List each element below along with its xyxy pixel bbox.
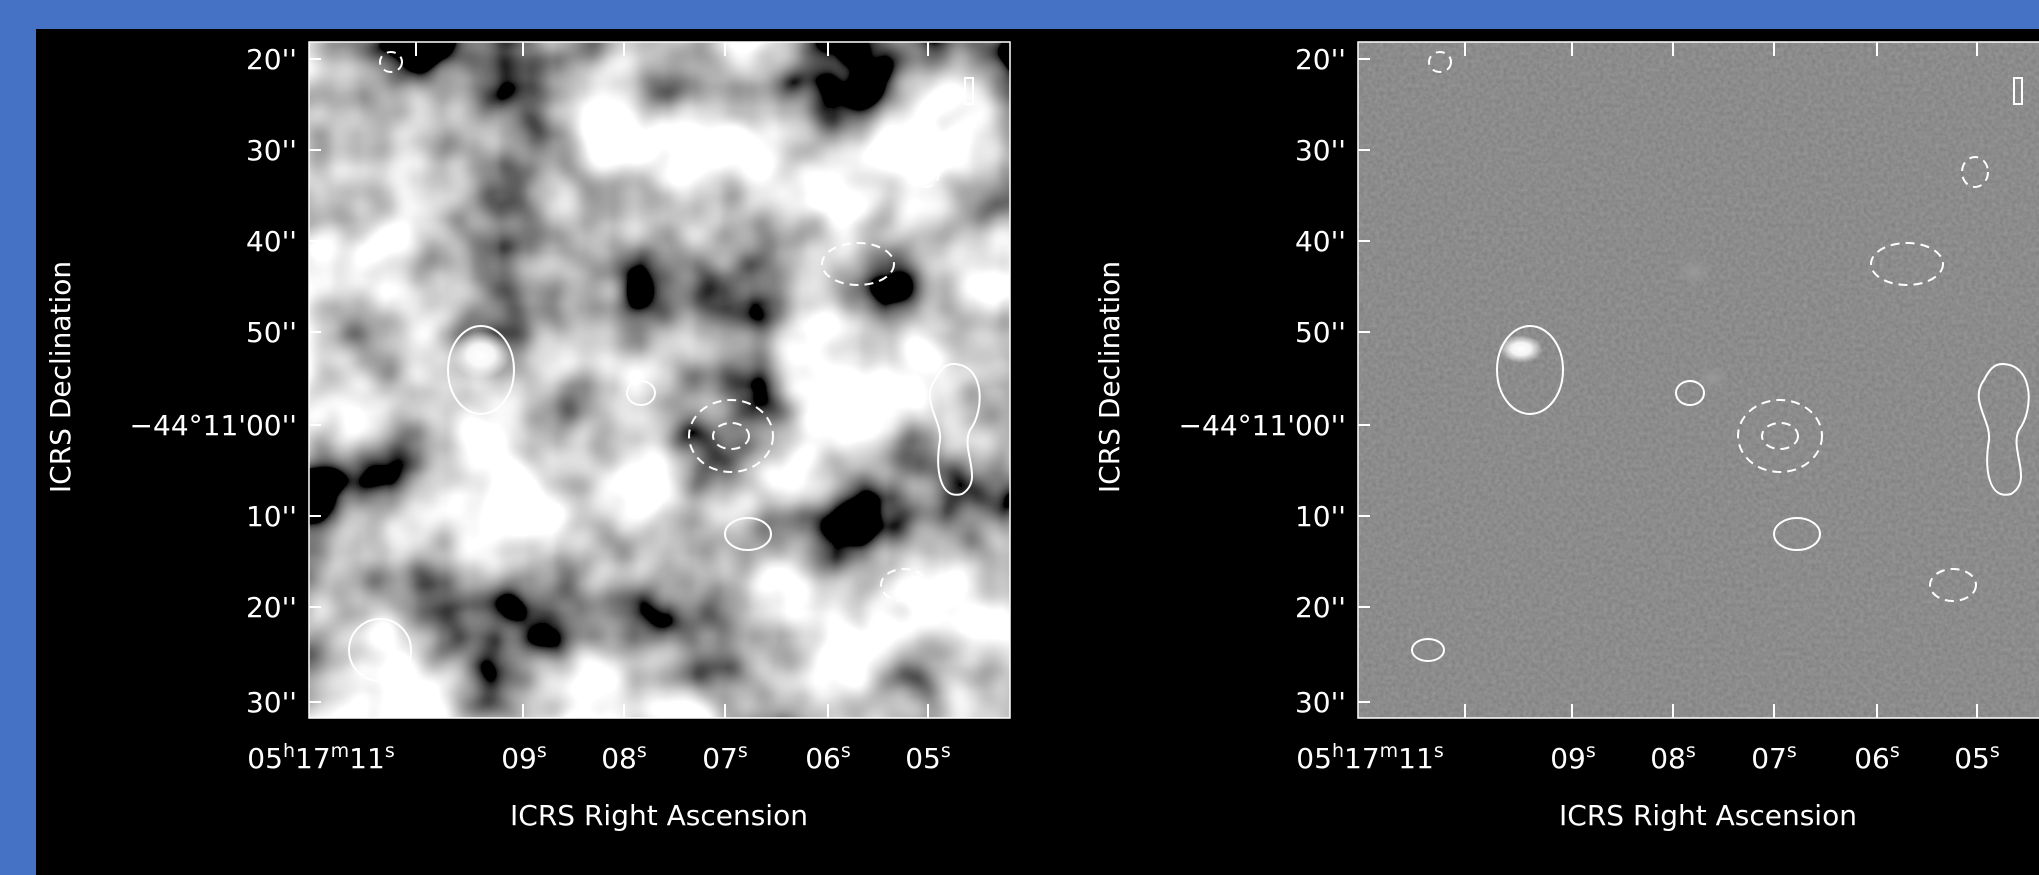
page: 20'' 30'' 40'' 50'' −44°11'00'' 10'' 20'' 30'' 0… [0,0,2039,875]
y-tick-label: 20'' [1295,43,1346,76]
y-tick-label: −44°11'00'' [1179,409,1346,442]
y-tick-label: 30'' [1295,134,1346,167]
y-tick-label: 40'' [246,225,297,258]
y-axis-label: ICRS Declination [1093,261,1126,493]
x-tick-label: 05h17m11s [247,740,394,775]
y-tick-label: 50'' [246,316,297,349]
y-tick-label: 20'' [246,43,297,76]
y-tick-label: 30'' [1295,686,1346,719]
y-tick-label: 10'' [246,500,297,533]
y-tick-label: 50'' [1295,316,1346,349]
y-tick-label: 20'' [1295,591,1346,624]
y-tick-label: 10'' [1295,500,1346,533]
y-tick-label: 20'' [246,591,297,624]
y-axis-label: ICRS Declination [44,261,77,493]
y-tick-label: −44°11'00'' [130,409,297,442]
left-image [309,42,1010,718]
y-tick-label: 30'' [246,134,297,167]
x-tick-label: 05h17m11s [1296,740,1443,775]
screen: 20'' 30'' 40'' 50'' −44°11'00'' 10'' 20'' 30'' 0… [0,0,2039,875]
x-axis-label: ICRS Right Ascension [510,799,808,832]
y-tick-label: 30'' [246,686,297,719]
y-tick-label: 40'' [1295,225,1346,258]
right-image [1358,42,2039,718]
x-axis-label: ICRS Right Ascension [1559,799,1857,832]
